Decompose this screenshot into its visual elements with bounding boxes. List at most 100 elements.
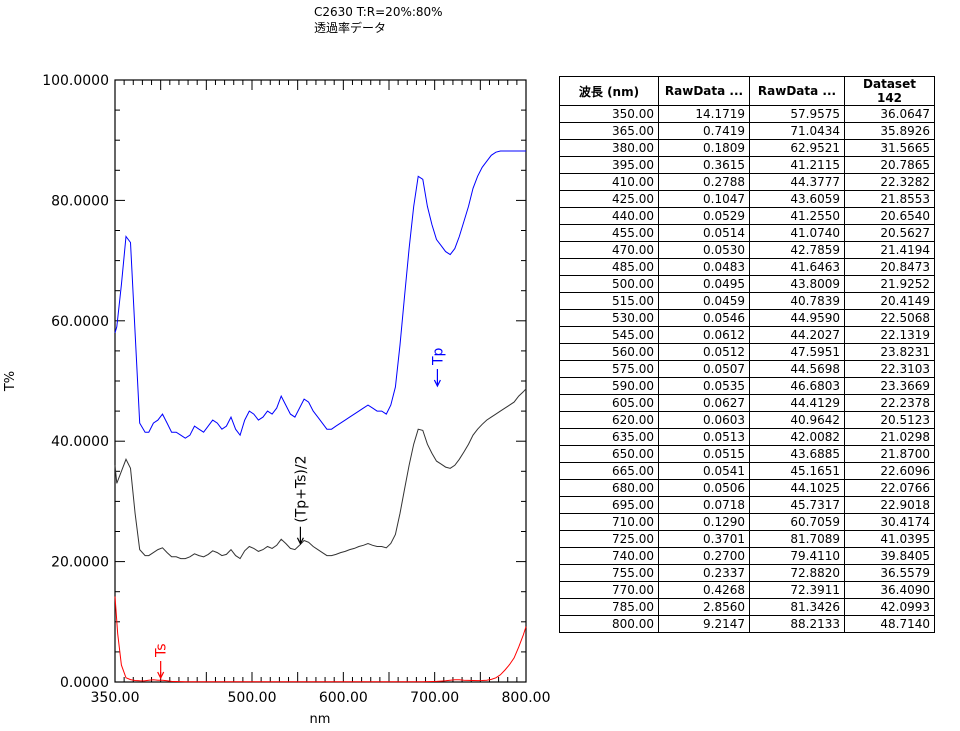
chart-title: C2630 T:R=20%:80% bbox=[314, 5, 443, 19]
table-cell: 0.0718 bbox=[658, 496, 750, 514]
table-row[interactable]: 485.00 0.0483 41.6463 20.8473 bbox=[559, 258, 935, 276]
y-tick-label: 20.0000 bbox=[51, 555, 109, 571]
table-row[interactable]: 635.00 0.0513 42.0082 21.0298 bbox=[559, 428, 935, 446]
plot-frame bbox=[114, 79, 527, 683]
table-row[interactable]: 710.00 0.1290 60.7059 30.4174 bbox=[559, 513, 935, 531]
table-row[interactable]: 590.00 0.0535 46.6803 23.3669 bbox=[559, 377, 935, 395]
table-cell: 650.00 bbox=[559, 445, 659, 463]
col-header-rawdata-2[interactable]: RawData ... bbox=[749, 76, 845, 106]
table-cell: 350.00 bbox=[559, 105, 659, 123]
table-cell: 0.7419 bbox=[658, 122, 750, 140]
table-row[interactable]: 800.00 9.2147 88.2133 48.7140 bbox=[559, 615, 935, 633]
chart-header: C2630 T:R=20%:80% 透過率データ bbox=[314, 4, 443, 36]
table-cell: 0.3615 bbox=[658, 156, 750, 174]
table-row[interactable]: 440.00 0.0529 41.2550 20.6540 bbox=[559, 207, 935, 225]
table-cell: 395.00 bbox=[559, 156, 659, 174]
col-header-rawdata-1[interactable]: RawData ... bbox=[658, 76, 750, 106]
table-cell: 0.0513 bbox=[658, 428, 750, 446]
col-header-dataset[interactable]: Dataset 142 bbox=[844, 76, 935, 106]
table-cell: 40.7839 bbox=[749, 292, 845, 310]
table-cell: 40.9642 bbox=[749, 411, 845, 429]
table-cell: 81.3426 bbox=[749, 598, 845, 616]
table-cell: 48.7140 bbox=[844, 615, 935, 633]
table-row[interactable]: 425.00 0.1047 43.6059 21.8553 bbox=[559, 190, 935, 208]
table-cell: 0.0603 bbox=[658, 411, 750, 429]
table-cell: 21.0298 bbox=[844, 428, 935, 446]
table-row[interactable]: 605.00 0.0627 44.4129 22.2378 bbox=[559, 394, 935, 412]
table-header-row: 波長 (nm) RawData ... RawData ... Dataset … bbox=[559, 76, 935, 106]
table-cell: 22.2378 bbox=[844, 394, 935, 412]
chart-subtitle: 透過率データ bbox=[314, 21, 387, 35]
tp-annotation-label: Tp bbox=[430, 347, 446, 366]
col-header-wavelength[interactable]: 波長 (nm) bbox=[559, 76, 659, 106]
table-cell: 45.1651 bbox=[749, 462, 845, 480]
table-cell: 2.8560 bbox=[658, 598, 750, 616]
table-cell: 0.0627 bbox=[658, 394, 750, 412]
table-cell: 23.8231 bbox=[844, 343, 935, 361]
table-cell: 740.00 bbox=[559, 547, 659, 565]
table-cell: 575.00 bbox=[559, 360, 659, 378]
table-cell: 9.2147 bbox=[658, 615, 750, 633]
table-row[interactable]: 500.00 0.0495 43.8009 21.9252 bbox=[559, 275, 935, 293]
table-cell: 44.4129 bbox=[749, 394, 845, 412]
table-row[interactable]: 785.00 2.8560 81.3426 42.0993 bbox=[559, 598, 935, 616]
table-cell: 72.8820 bbox=[749, 564, 845, 582]
table-cell: 36.0647 bbox=[844, 105, 935, 123]
table-row[interactable]: 650.00 0.0515 43.6885 21.8700 bbox=[559, 445, 935, 463]
table-cell: 755.00 bbox=[559, 564, 659, 582]
table-row[interactable]: 665.00 0.0541 45.1651 22.6096 bbox=[559, 462, 935, 480]
table-row[interactable]: 455.00 0.0514 41.0740 20.5627 bbox=[559, 224, 935, 242]
table-row[interactable]: 380.00 0.1809 62.9521 31.5665 bbox=[559, 139, 935, 157]
table-row[interactable]: 680.00 0.0506 44.1025 22.0766 bbox=[559, 479, 935, 497]
y-axis-label: T% bbox=[3, 371, 18, 392]
table-cell: 21.8700 bbox=[844, 445, 935, 463]
table-row[interactable]: 620.00 0.0603 40.9642 20.5123 bbox=[559, 411, 935, 429]
table-cell: 22.9018 bbox=[844, 496, 935, 514]
transmittance-chart: 350.00 500.00 600.00 700.00 800.00 0.0000 20.0… bbox=[3, 73, 551, 727]
table-cell: 21.8553 bbox=[844, 190, 935, 208]
table-cell: 31.5665 bbox=[844, 139, 935, 157]
table-cell: 47.5951 bbox=[749, 343, 845, 361]
table-cell: 680.00 bbox=[559, 479, 659, 497]
table-row[interactable]: 560.00 0.0512 47.5951 23.8231 bbox=[559, 343, 935, 361]
table-row[interactable]: 530.00 0.0546 44.9590 22.5068 bbox=[559, 309, 935, 327]
table-cell: 21.9252 bbox=[844, 275, 935, 293]
table-cell: 79.4110 bbox=[749, 547, 845, 565]
table-cell: 0.0612 bbox=[658, 326, 750, 344]
y-tick-label: 0.0000 bbox=[60, 675, 109, 691]
table-row[interactable]: 545.00 0.0612 44.2027 22.1319 bbox=[559, 326, 935, 344]
table-cell: 72.3911 bbox=[749, 581, 845, 599]
table-cell: 22.1319 bbox=[844, 326, 935, 344]
table-cell: 44.9590 bbox=[749, 309, 845, 327]
table-row[interactable]: 575.00 0.0507 44.5698 22.3103 bbox=[559, 360, 935, 378]
table-row[interactable]: 725.00 0.3701 81.7089 41.0395 bbox=[559, 530, 935, 548]
table-cell: 0.2788 bbox=[658, 173, 750, 191]
table-row[interactable]: 365.00 0.7419 71.0434 35.8926 bbox=[559, 122, 935, 140]
table-row[interactable]: 770.00 0.4268 72.3911 36.4090 bbox=[559, 581, 935, 599]
table-row[interactable]: 740.00 0.2700 79.4110 39.8405 bbox=[559, 547, 935, 565]
table-cell: 0.2700 bbox=[658, 547, 750, 565]
table-cell: 695.00 bbox=[559, 496, 659, 514]
table-cell: 60.7059 bbox=[749, 513, 845, 531]
table-row[interactable]: 695.00 0.0718 45.7317 22.9018 bbox=[559, 496, 935, 514]
table-cell: 62.9521 bbox=[749, 139, 845, 157]
data-table: 波長 (nm) RawData ... RawData ... Dataset … bbox=[559, 76, 935, 633]
table-cell: 20.7865 bbox=[844, 156, 935, 174]
table-cell: 440.00 bbox=[559, 207, 659, 225]
table-row[interactable]: 515.00 0.0459 40.7839 20.4149 bbox=[559, 292, 935, 310]
x-tick-label: 350.00 bbox=[91, 690, 140, 706]
table-cell: 41.0740 bbox=[749, 224, 845, 242]
table-cell: 425.00 bbox=[559, 190, 659, 208]
table-row[interactable]: 350.00 14.1719 57.9575 36.0647 bbox=[559, 105, 935, 123]
table-cell: 41.2550 bbox=[749, 207, 845, 225]
table-cell: 0.0495 bbox=[658, 275, 750, 293]
table-cell: 770.00 bbox=[559, 581, 659, 599]
table-cell: 44.3777 bbox=[749, 173, 845, 191]
table-row[interactable]: 755.00 0.2337 72.8820 36.5579 bbox=[559, 564, 935, 582]
table-row[interactable]: 470.00 0.0530 42.7859 21.4194 bbox=[559, 241, 935, 259]
table-cell: 44.1025 bbox=[749, 479, 845, 497]
table-row[interactable]: 410.00 0.2788 44.3777 22.3282 bbox=[559, 173, 935, 191]
table-cell: 22.5068 bbox=[844, 309, 935, 327]
data-table-container: 波長 (nm) RawData ... RawData ... Dataset … bbox=[559, 76, 935, 633]
table-row[interactable]: 395.00 0.3615 41.2115 20.7865 bbox=[559, 156, 935, 174]
